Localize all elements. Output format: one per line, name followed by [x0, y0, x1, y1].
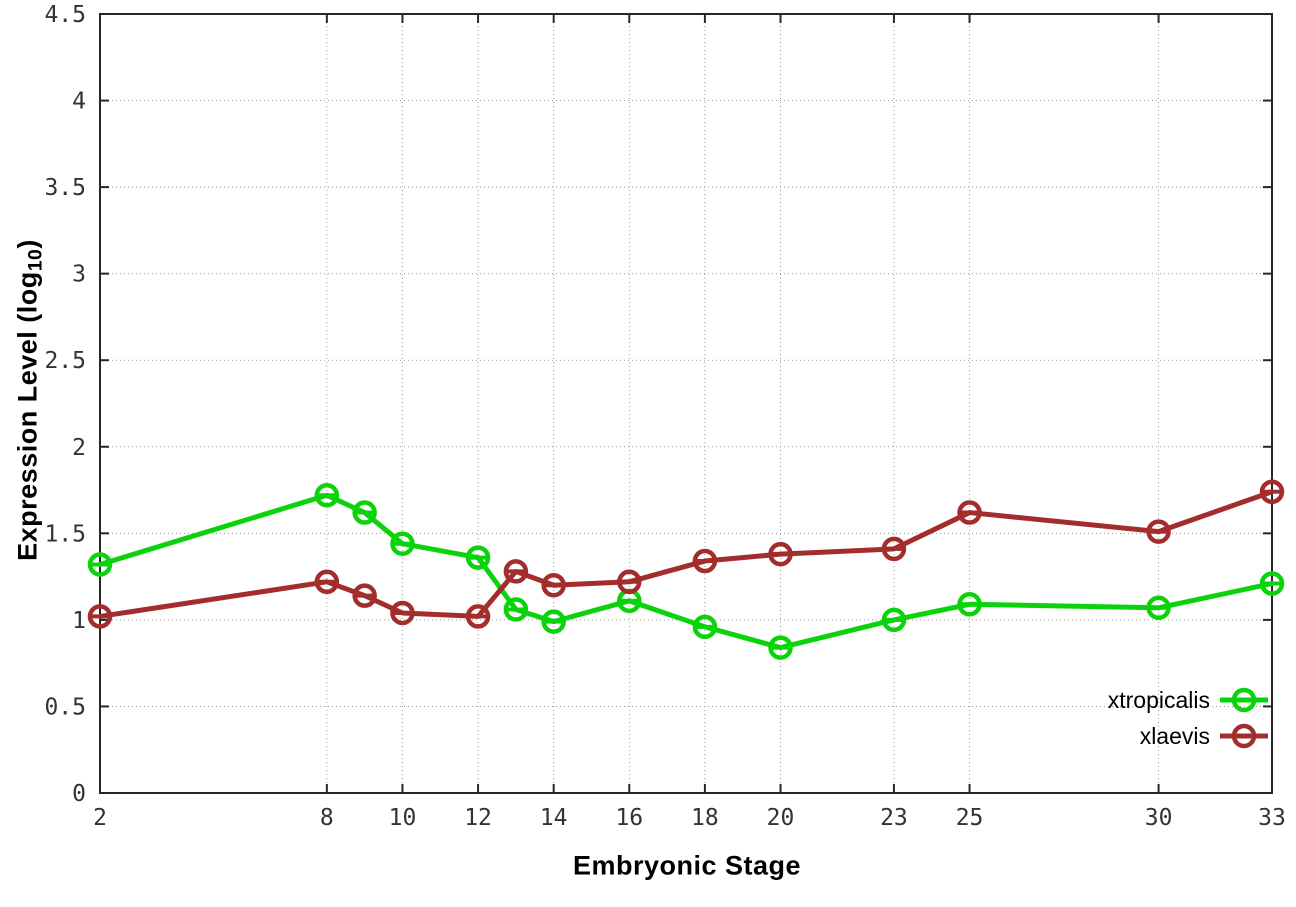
x-tick-label: 12: [464, 805, 492, 831]
series-line-xtropicalis: [97, 492, 1275, 651]
plot-border: [99, 13, 1273, 794]
legend-point-marker: [1231, 687, 1257, 713]
legend-marker-xtropicalis: [1220, 687, 1268, 713]
data-point-marker-xlaevis: [314, 569, 340, 595]
y-tick-label: 2.5: [44, 348, 86, 374]
data-point-marker-xtropicalis: [957, 592, 982, 617]
data-point-marker-xlaevis: [768, 541, 793, 567]
data-point-marker-xtropicalis: [87, 552, 113, 577]
data-point-marker-xtropicalis: [541, 609, 566, 634]
x-tick-label: 30: [1145, 805, 1173, 831]
y-axis-title-subscript: 10: [24, 248, 47, 272]
data-point-marker-xlaevis: [957, 500, 982, 525]
y-tick-label: 3: [72, 262, 86, 288]
y-axis-title-close: ): [12, 239, 43, 249]
x-tick-label: 10: [389, 805, 417, 831]
legend-item-xlaevis: xlaevis: [1108, 718, 1268, 754]
data-point-marker-xlaevis: [541, 573, 566, 598]
data-point-marker-xtropicalis: [692, 614, 718, 640]
data-point-marker-xtropicalis: [465, 545, 491, 570]
x-tick-label: 18: [691, 805, 719, 831]
legend-marker-xlaevis: [1220, 723, 1268, 749]
y-tick-label: 3.5: [44, 175, 86, 201]
data-point-marker-xlaevis: [881, 536, 907, 562]
data-point-marker-xtropicalis: [881, 607, 907, 633]
legend-label-xlaevis: xlaevis: [1139, 722, 1210, 749]
data-point-marker-xlaevis: [465, 604, 491, 629]
y-axis-title: Expression Level (log10): [12, 239, 47, 561]
y-tick-label: 1.5: [44, 521, 86, 547]
y-tick-label: 0: [72, 781, 86, 807]
x-tick-label: 14: [540, 805, 568, 831]
y-tick-label: 0.5: [44, 694, 86, 720]
data-point-marker-xlaevis: [503, 559, 529, 584]
data-point-marker-xlaevis: [1146, 519, 1171, 544]
x-tick-label: 16: [615, 805, 643, 831]
y-axis-title-text: Expression Level (log: [12, 271, 43, 561]
x-axis-title: Embryonic Stage: [572, 850, 802, 881]
data-point-marker-xlaevis: [692, 548, 718, 574]
x-tick-label: 23: [880, 805, 908, 831]
series-line-xlaevis: [97, 489, 1275, 619]
x-tick-label: 2: [93, 805, 107, 831]
data-point-marker-xlaevis: [617, 569, 642, 595]
data-point-marker-xlaevis: [390, 600, 415, 626]
data-point-marker-xtropicalis: [352, 500, 377, 525]
data-point-marker-xtropicalis: [1146, 595, 1171, 621]
data-point-marker-xtropicalis: [1259, 571, 1285, 596]
data-point-marker-xtropicalis: [503, 597, 529, 622]
data-point-marker-xlaevis: [87, 604, 113, 629]
data-point-marker-xtropicalis: [390, 531, 415, 556]
x-tick-label: 25: [956, 805, 984, 831]
data-point-marker-xlaevis: [352, 583, 377, 608]
legend-item-xtropicalis: xtropicalis: [1108, 682, 1268, 718]
data-point-marker-xtropicalis: [768, 635, 793, 660]
legend: xtropicalis xlaevis: [1108, 682, 1268, 754]
data-point-marker-xlaevis: [1259, 479, 1285, 505]
y-tick-label: 4: [72, 89, 86, 115]
y-tick-label: 2: [72, 435, 86, 461]
y-tick-label: 4.5: [44, 2, 86, 28]
x-tick-label: 20: [767, 805, 795, 831]
x-tick-label: 33: [1258, 805, 1286, 831]
legend-label-xtropicalis: xtropicalis: [1107, 686, 1210, 713]
y-tick-label: 1: [72, 608, 86, 634]
legend-point-marker: [1231, 723, 1257, 749]
data-point-marker-xtropicalis: [314, 482, 340, 508]
x-tick-label: 8: [320, 805, 334, 831]
